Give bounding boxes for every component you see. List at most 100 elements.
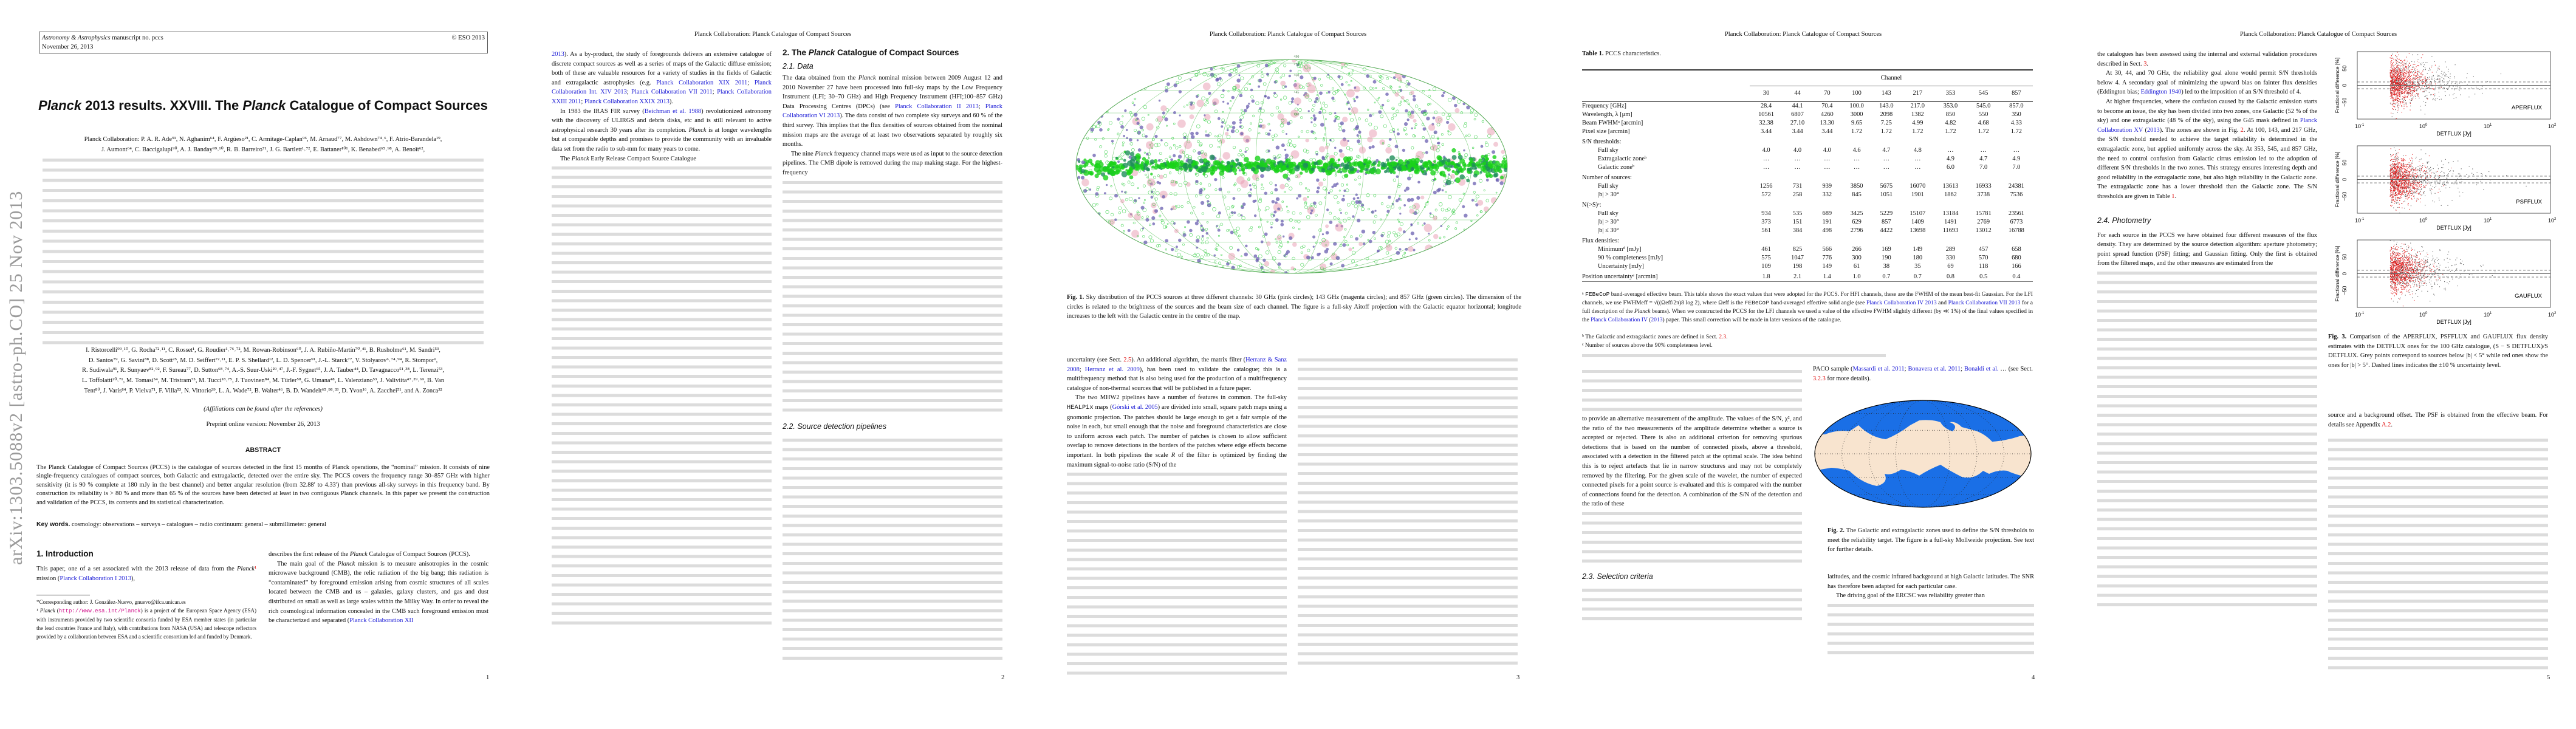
data-point: [2424, 91, 2425, 92]
cross-reference-link[interactable]: 2.5: [1123, 357, 1132, 363]
data-point: [2403, 174, 2405, 176]
source-marker-143ghz: [1077, 176, 1081, 179]
citation-link[interactable]: Planck Collaboration VII 2013: [1948, 299, 2021, 306]
table-cell: 13184: [1942, 210, 1959, 217]
citation-link[interactable]: Massardi et al. 2011: [1852, 366, 1905, 372]
source-marker-857ghz: [1279, 240, 1282, 244]
data-point: [2408, 92, 2409, 93]
source-marker-857ghz: [1464, 153, 1468, 157]
source-marker-857ghz: [1145, 174, 1147, 176]
cross-reference-link[interactable]: 3: [2143, 60, 2147, 67]
source-marker-143ghz: [1177, 154, 1182, 159]
source-marker-143ghz: [1357, 196, 1360, 200]
citation-link[interactable]: Planck Collaboration XXIII 2011: [552, 89, 772, 105]
citation-link[interactable]: Planck Collaboration XV: [2097, 117, 2317, 134]
cross-reference-link[interactable]: 2.3: [1719, 334, 1727, 340]
source-marker-857ghz: [1334, 115, 1338, 118]
data-point: [2390, 183, 2391, 185]
text-run: . At 100, 143, and 217 GHz, the S/N thre…: [2097, 126, 2318, 200]
galactic-plane-source: [1226, 160, 1230, 165]
citation-link[interactable]: Herranz & Sanz 2008: [1067, 357, 1287, 373]
source-marker-857ghz: [1124, 191, 1128, 194]
galactic-plane-source: [1177, 159, 1180, 162]
source-marker-857ghz: [1267, 123, 1270, 126]
table-cell: 6.0: [1946, 164, 1954, 171]
data-point: [2398, 87, 2399, 89]
source-marker-143ghz: [1178, 238, 1182, 242]
text-run: ;: [747, 79, 755, 86]
source-marker-30ghz: [1408, 246, 1414, 252]
source-marker-857ghz: [1283, 95, 1287, 100]
source-marker-857ghz: [1120, 224, 1124, 227]
source-marker-857ghz: [1397, 89, 1401, 93]
citation-link[interactable]: Herranz et al. 2009: [1084, 366, 1140, 373]
source-marker-857ghz: [1345, 188, 1349, 193]
source-marker-857ghz: [1101, 137, 1105, 140]
source-marker-143ghz: [1164, 89, 1169, 93]
source-marker-857ghz: [1286, 142, 1290, 146]
source-marker-857ghz: [1226, 125, 1230, 128]
data-point: [2394, 103, 2396, 104]
citation-link[interactable]: Planck Collaboration IV: [1591, 317, 1648, 323]
citation-link[interactable]: Planck Collaboration VI 2013: [783, 103, 1002, 120]
citation-link[interactable]: Eddington 1940: [2140, 89, 2182, 96]
citation-link[interactable]: Planck Collaboration II 2013: [895, 103, 979, 110]
cross-reference-link[interactable]: 2: [2240, 126, 2244, 134]
data-point: [2399, 95, 2400, 97]
source-marker-143ghz: [1480, 145, 1484, 148]
galactic-plane-source: [1389, 155, 1396, 161]
table-cell: 658: [2012, 246, 2021, 253]
data-point: [2392, 53, 2393, 55]
source-marker-857ghz: [1209, 143, 1213, 148]
source-marker-857ghz: [1313, 123, 1317, 127]
citation-link[interactable]: Górski et al. 2005: [1112, 403, 1158, 411]
data-point: [2403, 187, 2404, 188]
source-marker-30ghz: [1159, 190, 1168, 199]
cross-reference-link[interactable]: 1: [2171, 193, 2175, 200]
source-marker-143ghz: [1166, 82, 1170, 86]
citation-link[interactable]: Planck Collaboration IV 2013: [1866, 299, 1937, 306]
data-point: [2415, 188, 2416, 189]
cross-reference-link[interactable]: 3.2.3: [1813, 375, 1826, 382]
source-marker-143ghz: [1343, 189, 1346, 193]
data-point: [2399, 96, 2400, 97]
source-marker-143ghz: [1253, 254, 1258, 258]
source-marker-143ghz: [1248, 103, 1250, 105]
citation-link[interactable]: 2013: [552, 51, 564, 58]
table-cell: 373: [1761, 219, 1771, 225]
citation-link[interactable]: Bonaldi et al.: [1964, 366, 1999, 372]
section-heading-2: 2. The Planck Catalogue of Compact Sourc…: [783, 47, 1002, 58]
source-marker-857ghz: [1324, 104, 1328, 108]
citation-link[interactable]: Planck Collaboration XXIX 2013: [584, 98, 670, 105]
citation-link[interactable]: Bonavera et al. 2011: [1908, 366, 1961, 372]
source-marker-857ghz: [1270, 113, 1274, 117]
data-point: [2393, 97, 2394, 98]
source-marker-857ghz: [1265, 132, 1268, 135]
table-cell: 825: [1792, 246, 1803, 253]
citation-link[interactable]: Planck Collaboration XII: [349, 617, 414, 625]
data-point: [2406, 92, 2407, 94]
citation-link[interactable]: Planck Collaboration I 2013: [60, 575, 131, 582]
cross-reference-link[interactable]: ¹: [254, 566, 256, 572]
data-point: [2437, 171, 2438, 172]
citation-link[interactable]: Planck Collaboration VII 2011: [631, 89, 713, 96]
citation-link[interactable]: Beichman et al. 1988: [644, 108, 702, 115]
source-marker-857ghz: [1304, 187, 1307, 190]
citation-link[interactable]: 2013: [1651, 317, 1663, 323]
source-marker-857ghz: [1237, 89, 1241, 92]
url-link[interactable]: http://www.esa.int/Planck: [58, 608, 141, 614]
citation-link[interactable]: 2013: [2146, 126, 2160, 134]
source-marker-30ghz: [1212, 98, 1219, 106]
text-run: ).: [669, 98, 673, 105]
source-marker-143ghz: [1399, 89, 1403, 92]
source-marker-143ghz: [1136, 139, 1139, 142]
source-marker-857ghz: [1275, 106, 1279, 110]
source-marker-143ghz: [1340, 83, 1344, 86]
table-cell: …: [1853, 156, 1860, 162]
source-marker-857ghz: [1464, 122, 1467, 125]
source-marker-30ghz: [1156, 115, 1163, 123]
table-cell: 266: [1852, 246, 1862, 253]
citation-link[interactable]: Planck Collaboration Int. XIV 2013: [552, 79, 772, 96]
citation-link[interactable]: Planck Collaboration XIX 2011: [656, 79, 748, 86]
source-marker-857ghz: [1337, 201, 1340, 204]
